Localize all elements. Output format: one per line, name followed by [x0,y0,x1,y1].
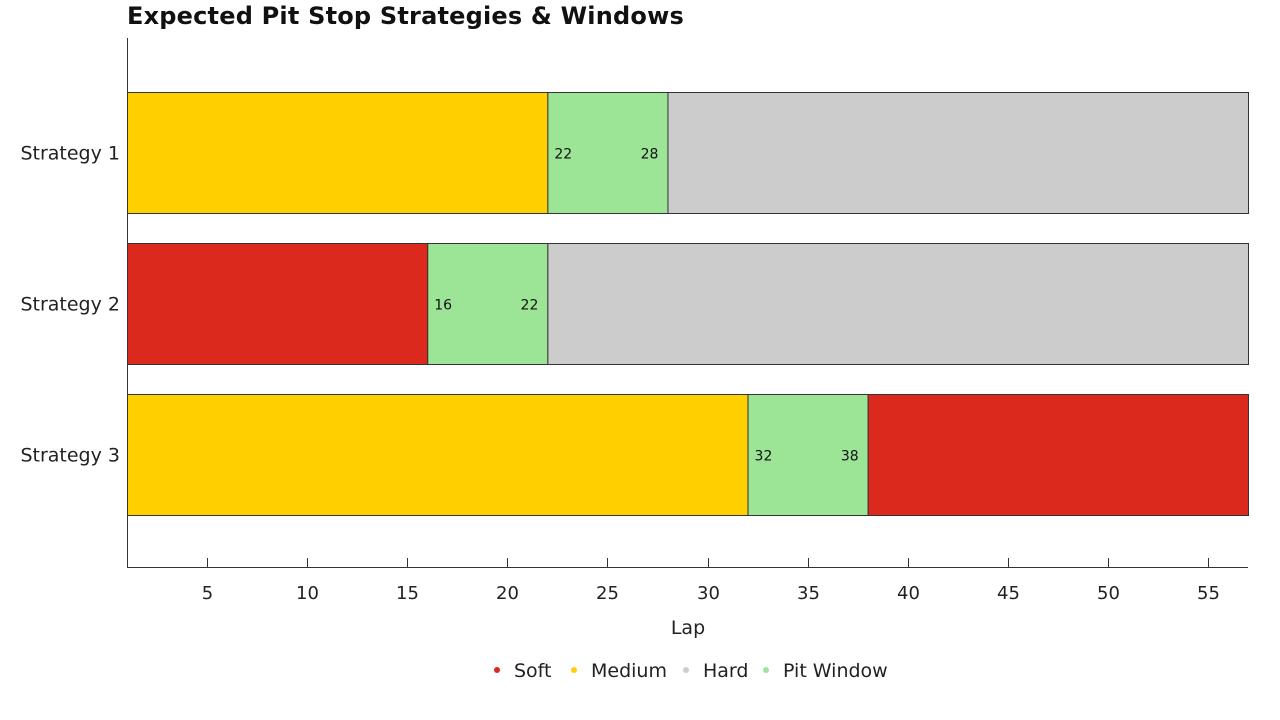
legend-marker-hard [683,667,689,673]
bar-segment-pit [547,92,669,214]
x-tick-label: 10 [296,583,319,604]
x-tick-label: 50 [1097,583,1120,604]
legend-marker-soft [494,667,500,673]
x-tick-label: 45 [997,583,1020,604]
bar-segment-hard [667,92,1249,214]
pit-window-end-label: 38 [841,449,859,465]
bar-segment-medium [127,394,749,516]
pit-window-start-label: 16 [434,298,452,314]
pit-window-start-label: 22 [554,147,572,163]
legend-label-pit: Pit Window [783,660,888,682]
category-label: Strategy 1 [20,143,120,165]
bar-segment-soft [867,394,1249,516]
x-tick-label: 25 [596,583,619,604]
x-tick-label: 35 [797,583,820,604]
x-tick-label: 40 [897,583,920,604]
legend-label-medium: Medium [591,660,667,682]
legend-label-soft: Soft [514,660,552,682]
x-tick-label: 30 [697,583,720,604]
legend-marker-pit [763,667,769,673]
x-axis-ticks: 5 10 15 20 25 30 35 40 45 50 55 [202,558,1220,604]
legend: Soft Medium Hard Pit Window [494,660,888,682]
pit-window-end-label: 22 [521,298,539,314]
x-tick-label: 20 [496,583,519,604]
category-label: Strategy 2 [20,294,120,316]
pit-window-end-label: 28 [641,147,659,163]
legend-marker-medium [571,667,577,673]
bar-segment-medium [127,92,549,214]
chart-title: Expected Pit Stop Strategies & Windows [127,2,684,30]
x-axis-title: Lap [671,617,705,639]
bar-segment-soft [127,243,429,365]
pit-window-start-label: 32 [755,449,773,465]
category-label: Strategy 3 [20,445,120,467]
x-tick-label: 5 [202,583,213,604]
x-tick-label: 15 [396,583,419,604]
bars-layer: 22 28 16 22 32 38 [127,92,1249,516]
x-tick-label: 55 [1197,583,1220,604]
category-labels: Strategy 1 Strategy 2 Strategy 3 [20,143,120,467]
legend-label-hard: Hard [703,660,748,682]
bar-segment-pit [747,394,869,516]
bar-segment-pit [427,243,549,365]
bar-segment-hard [547,243,1249,365]
